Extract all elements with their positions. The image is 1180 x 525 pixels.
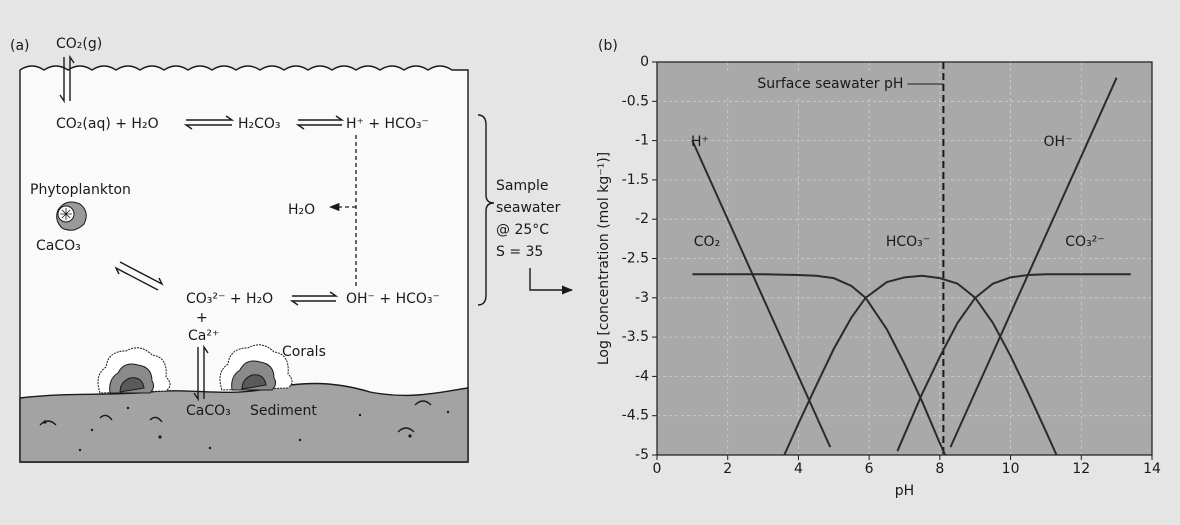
label: Corals [282, 344, 326, 360]
formula: CO₂(aq) + H₂O [56, 116, 159, 132]
sediment-specks [39, 400, 450, 452]
equilibrium-arrows [59, 54, 574, 402]
panel-a: (a) CO₂(g) CO₂(aq) + H₂O H₂CO₃ H⁺ + HCO₃… [10, 36, 574, 463]
panel-label: (a) [10, 38, 30, 54]
x-tick-label: 10 [1002, 461, 1020, 477]
series-label: H⁺ [691, 134, 709, 150]
label: @ 25°C [496, 222, 549, 238]
series-line [691, 140, 832, 448]
formula: CO₃²⁻ + H₂O [186, 291, 273, 307]
series-line [692, 273, 947, 456]
plot-frame [656, 61, 1153, 456]
formula: H₂CO₃ [238, 116, 281, 132]
series-label: HCO₃⁻ [886, 234, 930, 250]
label: seawater [496, 200, 561, 216]
y-tick-label: -4.5 [622, 408, 649, 424]
formula: CO₂(g) [56, 36, 102, 52]
x-axis-label: pH [895, 483, 914, 499]
phytoplankton-icon [56, 201, 87, 231]
x-tick-label: 0 [653, 461, 662, 477]
formula: H₂O [288, 202, 315, 218]
y-tick-label: -5 [635, 447, 649, 463]
series-line [783, 274, 1058, 456]
series-line [896, 273, 1131, 452]
y-tick-label: -1.5 [622, 172, 649, 188]
x-tick-label: 8 [935, 461, 944, 477]
label: Sediment [250, 403, 317, 419]
formula: H⁺ + HCO₃⁻ [346, 116, 429, 132]
y-axis-label: Log [concentration (mol kg⁻¹)] [596, 152, 612, 365]
sediment-layer [19, 382, 469, 463]
label: Phytoplankton [30, 182, 131, 198]
x-tick-label: 12 [1072, 461, 1090, 477]
x-tick-label: 14 [1143, 461, 1161, 477]
y-tick-label: -2 [635, 211, 649, 227]
y-tick-label: 0 [640, 54, 649, 70]
series-label: CO₂ [694, 234, 720, 250]
series-label: CO₃²⁻ [1065, 234, 1104, 250]
annotation-bg [713, 73, 906, 95]
y-tick-label: -4 [635, 368, 649, 384]
x-tick-label: 4 [794, 461, 803, 477]
corals [97, 344, 293, 394]
label: S = 35 [496, 244, 543, 260]
panel-label: (b) [598, 38, 618, 54]
formula: + [196, 310, 208, 326]
chart: 0 2 4 6 8 10 12 14 0 -0.5 -1 -1.5 -2 -2.5 -3 -3.5 -4 -4.5… [596, 54, 1161, 499]
y-tick-label: -3 [635, 290, 649, 306]
series-label: OH⁻ [1044, 134, 1073, 150]
annotation: Surface seawater pH [757, 76, 903, 92]
formula: OH⁻ + HCO₃⁻ [346, 291, 440, 307]
formula: CaCO₃ [36, 238, 81, 254]
formula: Ca²⁺ [188, 328, 219, 344]
series-line [949, 77, 1118, 448]
y-tick-label: -2.5 [622, 251, 649, 267]
label: Sample [496, 178, 549, 194]
y-tick-label: -0.5 [622, 93, 649, 109]
x-tick-label: 2 [723, 461, 732, 477]
x-tick-label: 6 [865, 461, 874, 477]
y-tick-label: -3.5 [622, 329, 649, 345]
formula: CaCO₃ [186, 403, 231, 419]
y-tick-label: -1 [635, 133, 649, 149]
